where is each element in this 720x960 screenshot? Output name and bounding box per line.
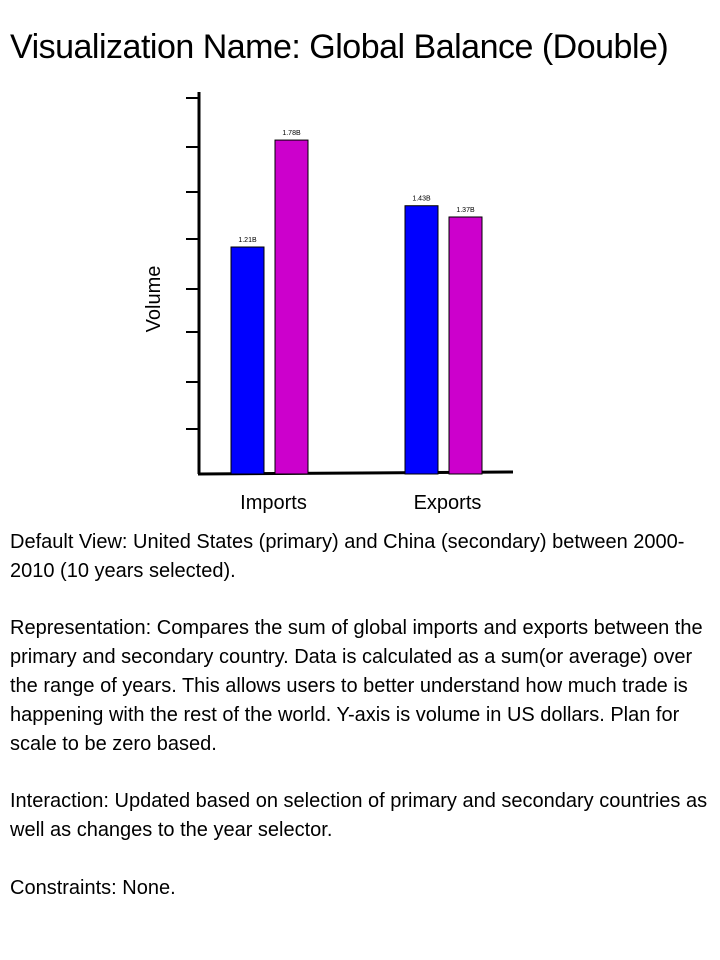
bar-data-label: 1.43B [412,196,431,203]
chart-labels: Volume 1.21B 1.78B Imports 1.43B 1.37B Exports [143,130,481,514]
bar [448,216,483,475]
representation-text: Representation: Compares the sum of glob… [10,617,703,755]
description: Default View: United States (primary) an… [10,528,710,931]
bar-data-label: 1.21B [238,237,257,244]
default-view-text: Default View: United States (primary) an… [10,531,685,582]
bar [274,139,309,475]
bar [404,205,439,475]
bar-chart: Volume 1.21B 1.78B Imports 1.43B 1.37B Exports [143,92,514,514]
constraints-text: Constraints: None. [10,876,176,899]
x-category-label: Imports [240,492,307,514]
interaction-text: Interaction: Updated based on selection … [10,790,708,841]
bar [230,246,265,475]
bar-data-label: 1.37B [456,207,475,214]
x-category-label: Exports [414,492,482,514]
bar-data-label: 1.78B [282,130,301,137]
chart-bars [230,139,483,475]
y-axis-label: Volume [143,266,165,333]
page-title: Visualization Name: Global Balance (Doub… [10,28,669,66]
